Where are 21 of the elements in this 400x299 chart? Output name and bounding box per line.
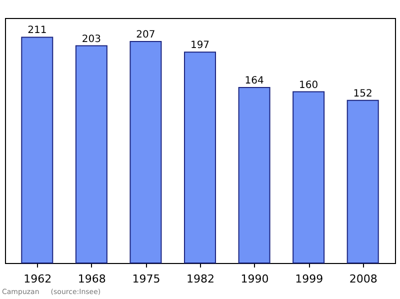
x-tick-label: 1975 [132,272,160,286]
x-tick-label: 1999 [295,272,324,286]
bar [130,40,162,264]
bar [21,36,54,264]
data-label: 197 [190,40,210,52]
x-tick-label: 1962 [24,272,52,286]
data-label: 160 [299,80,318,91]
data-label: 203 [82,34,101,45]
bar [75,45,108,264]
data-label: 164 [244,75,264,86]
data-label: 211 [28,25,47,36]
bar [346,100,379,264]
bar [238,86,270,264]
x-tick-label: 1982 [186,272,214,286]
data-label: 207 [136,29,156,40]
bar [292,91,325,264]
bar [184,52,216,264]
x-tick-label: 2008 [349,272,378,286]
data-label: 152 [353,88,372,100]
x-tick-label: 1990 [240,272,269,286]
x-tick-label: 1968 [78,272,106,286]
